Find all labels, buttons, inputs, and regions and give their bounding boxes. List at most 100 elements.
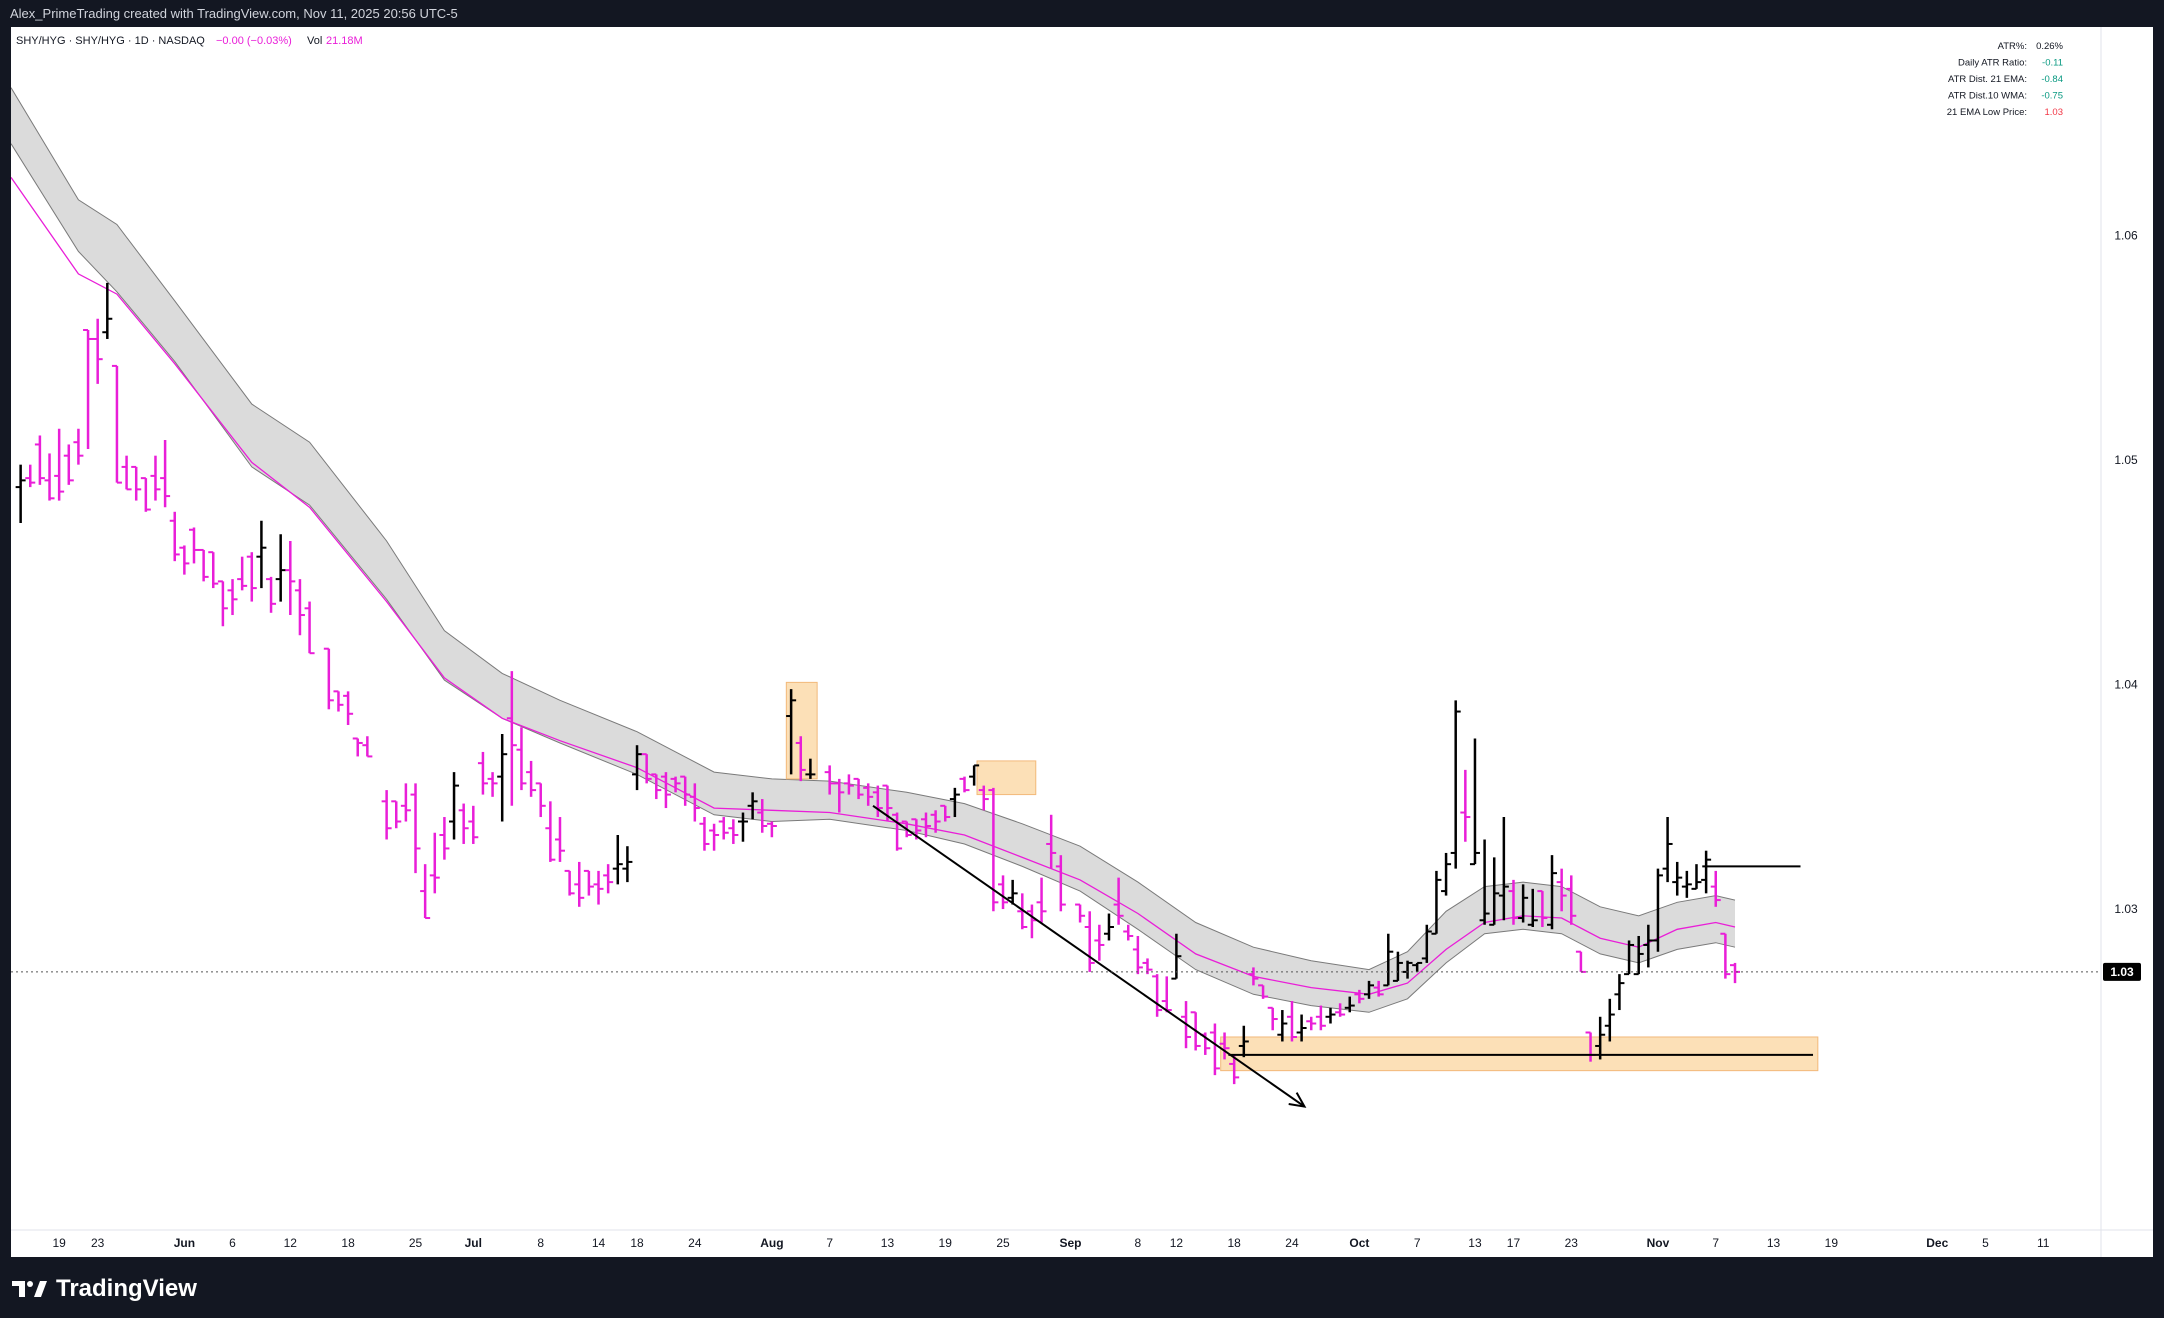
ohlc-bar[interactable] bbox=[343, 691, 354, 726]
ohlc-bar[interactable] bbox=[1152, 974, 1163, 1017]
ohlc-bar[interactable] bbox=[217, 580, 228, 627]
ohlc-bar[interactable] bbox=[1701, 850, 1712, 894]
ohlc-bar[interactable] bbox=[188, 527, 199, 564]
ohlc-bar[interactable] bbox=[131, 465, 142, 501]
ohlc-bar[interactable] bbox=[1652, 868, 1663, 952]
ohlc-bar[interactable] bbox=[526, 760, 537, 797]
ohlc-bar[interactable] bbox=[1498, 817, 1509, 921]
ohlc-bar[interactable] bbox=[795, 736, 806, 782]
ohlc-bar[interactable] bbox=[737, 812, 748, 842]
ohlc-bar[interactable] bbox=[1171, 933, 1182, 980]
ohlc-bar[interactable] bbox=[487, 772, 498, 797]
ohlc-bar[interactable] bbox=[766, 821, 777, 838]
ohlc-bar[interactable] bbox=[670, 776, 681, 793]
ohlc-bar[interactable] bbox=[1036, 877, 1047, 923]
ohlc-bar[interactable] bbox=[853, 777, 864, 800]
ohlc-bar[interactable] bbox=[92, 318, 103, 384]
ohlc-bar[interactable] bbox=[1383, 933, 1394, 987]
ohlc-bar[interactable] bbox=[1633, 935, 1644, 976]
ohlc-bar[interactable] bbox=[304, 601, 315, 655]
chart-svg[interactable]: 1.06 1.05 1.04 1.03 1.03 19 23 Jun 6 12 18 25 Jul 8 14… bbox=[10, 27, 2153, 1257]
ohlc-bar[interactable] bbox=[689, 783, 700, 822]
ohlc-bar[interactable] bbox=[477, 751, 488, 795]
ohlc-bar[interactable] bbox=[969, 764, 980, 786]
ohlc-bar[interactable] bbox=[1248, 967, 1259, 986]
ohlc-bar[interactable] bbox=[506, 671, 517, 806]
ohlc-bar[interactable] bbox=[1431, 870, 1442, 935]
ohlc-bar[interactable] bbox=[1421, 924, 1432, 963]
ohlc-bar[interactable] bbox=[362, 736, 373, 758]
ohlc-bar[interactable] bbox=[1508, 879, 1519, 925]
ohlc-bar[interactable] bbox=[863, 783, 874, 806]
ohlc-bar[interactable] bbox=[198, 548, 209, 582]
ohlc-bar[interactable] bbox=[140, 477, 151, 512]
ohlc-bar[interactable] bbox=[285, 540, 296, 616]
ohlc-bar[interactable] bbox=[208, 551, 219, 589]
ohlc-bar[interactable] bbox=[237, 556, 248, 591]
ohlc-bar[interactable] bbox=[15, 464, 26, 524]
ohlc-bar[interactable] bbox=[121, 455, 132, 491]
ohlc-bar[interactable] bbox=[83, 328, 94, 449]
ohlc-bar[interactable] bbox=[1373, 980, 1384, 997]
ohlc-bar[interactable] bbox=[1614, 974, 1625, 1011]
ohlc-bar[interactable] bbox=[612, 834, 623, 885]
ohlc-bar[interactable] bbox=[160, 439, 171, 508]
ohlc-bar[interactable] bbox=[718, 817, 729, 840]
ohlc-bar[interactable] bbox=[63, 444, 74, 485]
ohlc-bar[interactable] bbox=[1315, 1005, 1326, 1031]
ohlc-bar[interactable] bbox=[150, 455, 161, 501]
ohlc-bar[interactable] bbox=[872, 785, 883, 818]
ohlc-bar[interactable] bbox=[545, 801, 556, 862]
ohlc-bar[interactable] bbox=[603, 864, 614, 894]
ohlc-bar[interactable] bbox=[920, 812, 931, 838]
ohlc-bar[interactable] bbox=[834, 778, 845, 813]
ohlc-bar[interactable] bbox=[1084, 911, 1095, 972]
ohlc-bar[interactable] bbox=[1075, 903, 1086, 923]
ohlc-bar[interactable] bbox=[1046, 814, 1057, 869]
ohlc-bar[interactable] bbox=[1277, 1010, 1288, 1042]
ohlc-bar[interactable] bbox=[1681, 870, 1692, 898]
ohlc-bar[interactable] bbox=[333, 690, 344, 712]
ohlc-bar[interactable] bbox=[266, 576, 277, 613]
ohlc-bar[interactable] bbox=[1556, 868, 1567, 912]
ohlc-bar[interactable] bbox=[786, 689, 797, 775]
ohlc-bar[interactable] bbox=[169, 511, 180, 562]
ohlc-bar[interactable] bbox=[381, 790, 392, 840]
ohlc-bar[interactable] bbox=[843, 774, 854, 795]
ohlc-bar[interactable] bbox=[1296, 1014, 1307, 1042]
chart-panel[interactable]: 1.06 1.05 1.04 1.03 1.03 19 23 Jun 6 12 18 25 Jul 8 14… bbox=[10, 27, 2153, 1257]
ohlc-bar[interactable] bbox=[179, 545, 190, 575]
ohlc-bar[interactable] bbox=[1672, 861, 1683, 896]
highlight-box-2[interactable] bbox=[976, 760, 1037, 796]
ohlc-bar[interactable] bbox=[1412, 961, 1423, 972]
ohlc-bar[interactable] bbox=[535, 782, 546, 818]
ohlc-bar[interactable] bbox=[1489, 857, 1500, 926]
ohlc-bar[interactable] bbox=[1691, 864, 1702, 890]
ohlc-bar[interactable] bbox=[1469, 738, 1480, 866]
ohlc-bar[interactable] bbox=[420, 864, 431, 920]
ohlc-bar[interactable] bbox=[410, 783, 421, 874]
ohlc-bar[interactable] bbox=[352, 737, 363, 757]
ohlc-bar[interactable] bbox=[1238, 1025, 1249, 1058]
ohlc-bar[interactable] bbox=[1026, 904, 1037, 939]
highlight-box-3[interactable] bbox=[1220, 1036, 1819, 1072]
ohlc-bar[interactable] bbox=[680, 775, 691, 806]
ohlc-bar[interactable] bbox=[978, 785, 989, 811]
ohlc-bar[interactable] bbox=[583, 869, 594, 896]
ohlc-bar[interactable] bbox=[1286, 1001, 1297, 1042]
ohlc-bar[interactable] bbox=[246, 552, 257, 602]
ohlc-bar[interactable] bbox=[1113, 877, 1124, 925]
ohlc-bar[interactable] bbox=[439, 817, 450, 860]
ohlc-bar[interactable] bbox=[1209, 1023, 1220, 1076]
ohlc-bar[interactable] bbox=[1094, 924, 1105, 961]
ohlc-bar[interactable] bbox=[709, 823, 720, 851]
ohlc-bar[interactable] bbox=[102, 282, 113, 339]
ohlc-bar[interactable] bbox=[564, 869, 575, 896]
ohlc-bar[interactable] bbox=[641, 753, 652, 784]
ohlc-bar[interactable] bbox=[400, 783, 411, 822]
ohlc-bar[interactable] bbox=[1123, 924, 1134, 941]
ohlc-bar[interactable] bbox=[227, 579, 238, 616]
ohlc-bar[interactable] bbox=[1267, 1006, 1278, 1031]
ohlc-bar[interactable] bbox=[44, 453, 55, 501]
price-bars-layer[interactable] bbox=[15, 282, 1741, 1085]
